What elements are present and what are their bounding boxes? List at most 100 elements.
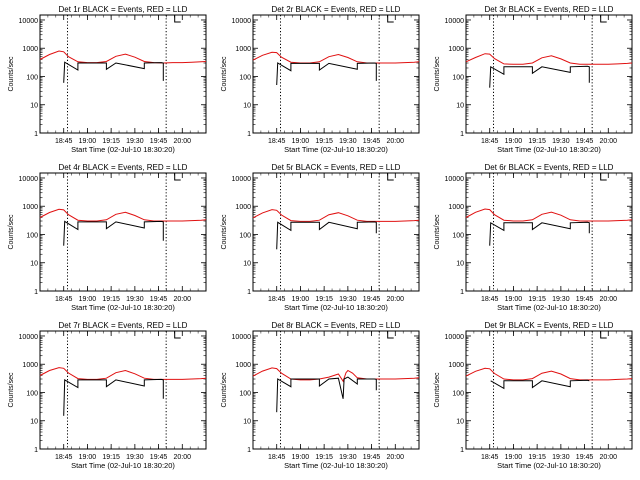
x-tick-label: 19:00	[505, 454, 523, 461]
y-tick-label: 1	[247, 447, 251, 454]
y-axis-label: Counts/sec	[434, 56, 441, 92]
x-tick-label: 20:00	[174, 296, 192, 303]
x-tick-label: 19:45	[150, 138, 168, 145]
series-lld-line	[39, 208, 207, 222]
y-tick-label: 1000	[22, 204, 38, 211]
x-tick-label: 19:15	[102, 138, 120, 145]
y-tick-label: 10000	[232, 334, 252, 341]
panel-5: Det 5r BLACK = Events, RED = LLD 1 10 100 10…	[221, 163, 420, 312]
y-tick-label: 10000	[445, 18, 465, 25]
y-tick-label: 1000	[235, 204, 251, 211]
x-tick-label: 18:45	[481, 296, 499, 303]
x-tick-label: 19:45	[576, 454, 594, 461]
x-tick-label: 19:45	[363, 296, 381, 303]
y-axis-label: Counts/sec	[8, 56, 15, 92]
x-tick-label: 19:15	[528, 138, 546, 145]
series-lld-line	[39, 50, 207, 64]
chart-title: Det 2r BLACK = Events, RED = LLD	[272, 5, 401, 14]
x-tick-label: 19:15	[315, 296, 333, 303]
y-tick-label: 10000	[445, 334, 465, 341]
x-tick-label: 19:00	[505, 296, 523, 303]
x-axis-label: Start Time (02-Jul-10 18:30:20)	[497, 461, 601, 470]
y-tick-label: 10	[243, 103, 251, 110]
x-tick-label: 20:00	[387, 454, 405, 461]
x-tick-label: 20:00	[387, 138, 405, 145]
y-tick-label: 1000	[22, 46, 38, 53]
y-tick-label: 1000	[235, 362, 251, 369]
y-tick-label: 10	[456, 103, 464, 110]
x-axis-label: Start Time (02-Jul-10 18:30:20)	[71, 461, 175, 470]
plot-frame	[465, 172, 633, 292]
x-tick-label: 19:30	[339, 138, 357, 145]
chart-title: Det 3r BLACK = Events, RED = LLD	[485, 5, 614, 14]
series-events-line	[490, 379, 590, 390]
series-lld-line	[252, 367, 420, 383]
interval-marker	[174, 331, 181, 339]
x-tick-label: 19:15	[528, 296, 546, 303]
series-events-line	[63, 61, 164, 83]
y-tick-label: 100	[239, 74, 251, 81]
series-lld-line	[39, 367, 207, 380]
y-tick-label: 1000	[235, 46, 251, 53]
y-tick-label: 100	[452, 390, 464, 397]
x-tick-label: 19:30	[339, 454, 357, 461]
x-tick-label: 20:00	[174, 454, 192, 461]
x-tick-label: 19:00	[292, 138, 310, 145]
y-axis-label: Counts/sec	[434, 214, 441, 250]
y-tick-label: 1	[247, 289, 251, 296]
y-tick-label: 1	[34, 289, 38, 296]
plot-frame	[39, 172, 207, 292]
x-tick-label: 18:45	[55, 138, 73, 145]
plot-frame	[465, 330, 633, 450]
x-tick-label: 19:15	[315, 454, 333, 461]
panel-8: Det 8r BLACK = Events, RED = LLD 1 10 100 10…	[221, 321, 420, 470]
x-axis-label: Start Time (02-Jul-10 18:30:20)	[284, 145, 388, 154]
x-tick-label: 18:45	[481, 138, 499, 145]
panel-2: Det 2r BLACK = Events, RED = LLD 1 10 100 10…	[221, 5, 420, 154]
y-tick-label: 10000	[19, 18, 39, 25]
y-tick-label: 100	[26, 232, 38, 239]
series-events-line	[63, 220, 164, 246]
x-tick-label: 19:15	[102, 454, 120, 461]
chart-title: Det 8r BLACK = Events, RED = LLD	[272, 321, 401, 330]
x-tick-label: 18:45	[55, 296, 73, 303]
interval-marker	[174, 173, 181, 181]
x-tick-label: 19:00	[292, 296, 310, 303]
y-tick-label: 1000	[448, 204, 464, 211]
x-axis-label: Start Time (02-Jul-10 18:30:20)	[284, 303, 388, 312]
y-axis-label: Counts/sec	[8, 214, 15, 250]
x-tick-label: 19:00	[505, 138, 523, 145]
x-tick-label: 19:30	[552, 296, 570, 303]
plot-frame	[252, 172, 420, 292]
x-axis-label: Start Time (02-Jul-10 18:30:20)	[284, 461, 388, 470]
y-tick-label: 100	[239, 232, 251, 239]
y-tick-label: 1	[247, 131, 251, 138]
y-tick-label: 1000	[448, 46, 464, 53]
x-tick-label: 19:00	[79, 454, 97, 461]
y-axis-label: Counts/sec	[8, 372, 15, 408]
x-tick-label: 19:00	[79, 296, 97, 303]
x-axis-label: Start Time (02-Jul-10 18:30:20)	[71, 303, 175, 312]
y-tick-label: 1000	[448, 362, 464, 369]
chart-title: Det 1r BLACK = Events, RED = LLD	[59, 5, 188, 14]
series-lld-line	[465, 53, 633, 65]
y-axis-label: Counts/sec	[221, 214, 228, 250]
plot-frame	[39, 330, 207, 450]
series-events-line	[489, 65, 590, 88]
panel-7: Det 7r BLACK = Events, RED = LLD 1 10 100 10…	[8, 321, 207, 470]
x-axis-label: Start Time (02-Jul-10 18:30:20)	[497, 145, 601, 154]
x-tick-label: 20:00	[387, 296, 405, 303]
y-tick-label: 100	[452, 232, 464, 239]
x-axis-label: Start Time (02-Jul-10 18:30:20)	[497, 303, 601, 312]
x-tick-label: 18:45	[268, 454, 286, 461]
interval-marker	[600, 331, 607, 339]
y-tick-label: 10000	[445, 176, 465, 183]
y-tick-label: 10	[243, 419, 251, 426]
series-events-line	[276, 62, 377, 86]
series-events-line	[276, 221, 377, 250]
chart-title: Det 5r BLACK = Events, RED = LLD	[272, 163, 401, 172]
x-tick-label: 18:45	[268, 296, 286, 303]
x-tick-label: 19:30	[552, 454, 570, 461]
interval-marker	[600, 173, 607, 181]
